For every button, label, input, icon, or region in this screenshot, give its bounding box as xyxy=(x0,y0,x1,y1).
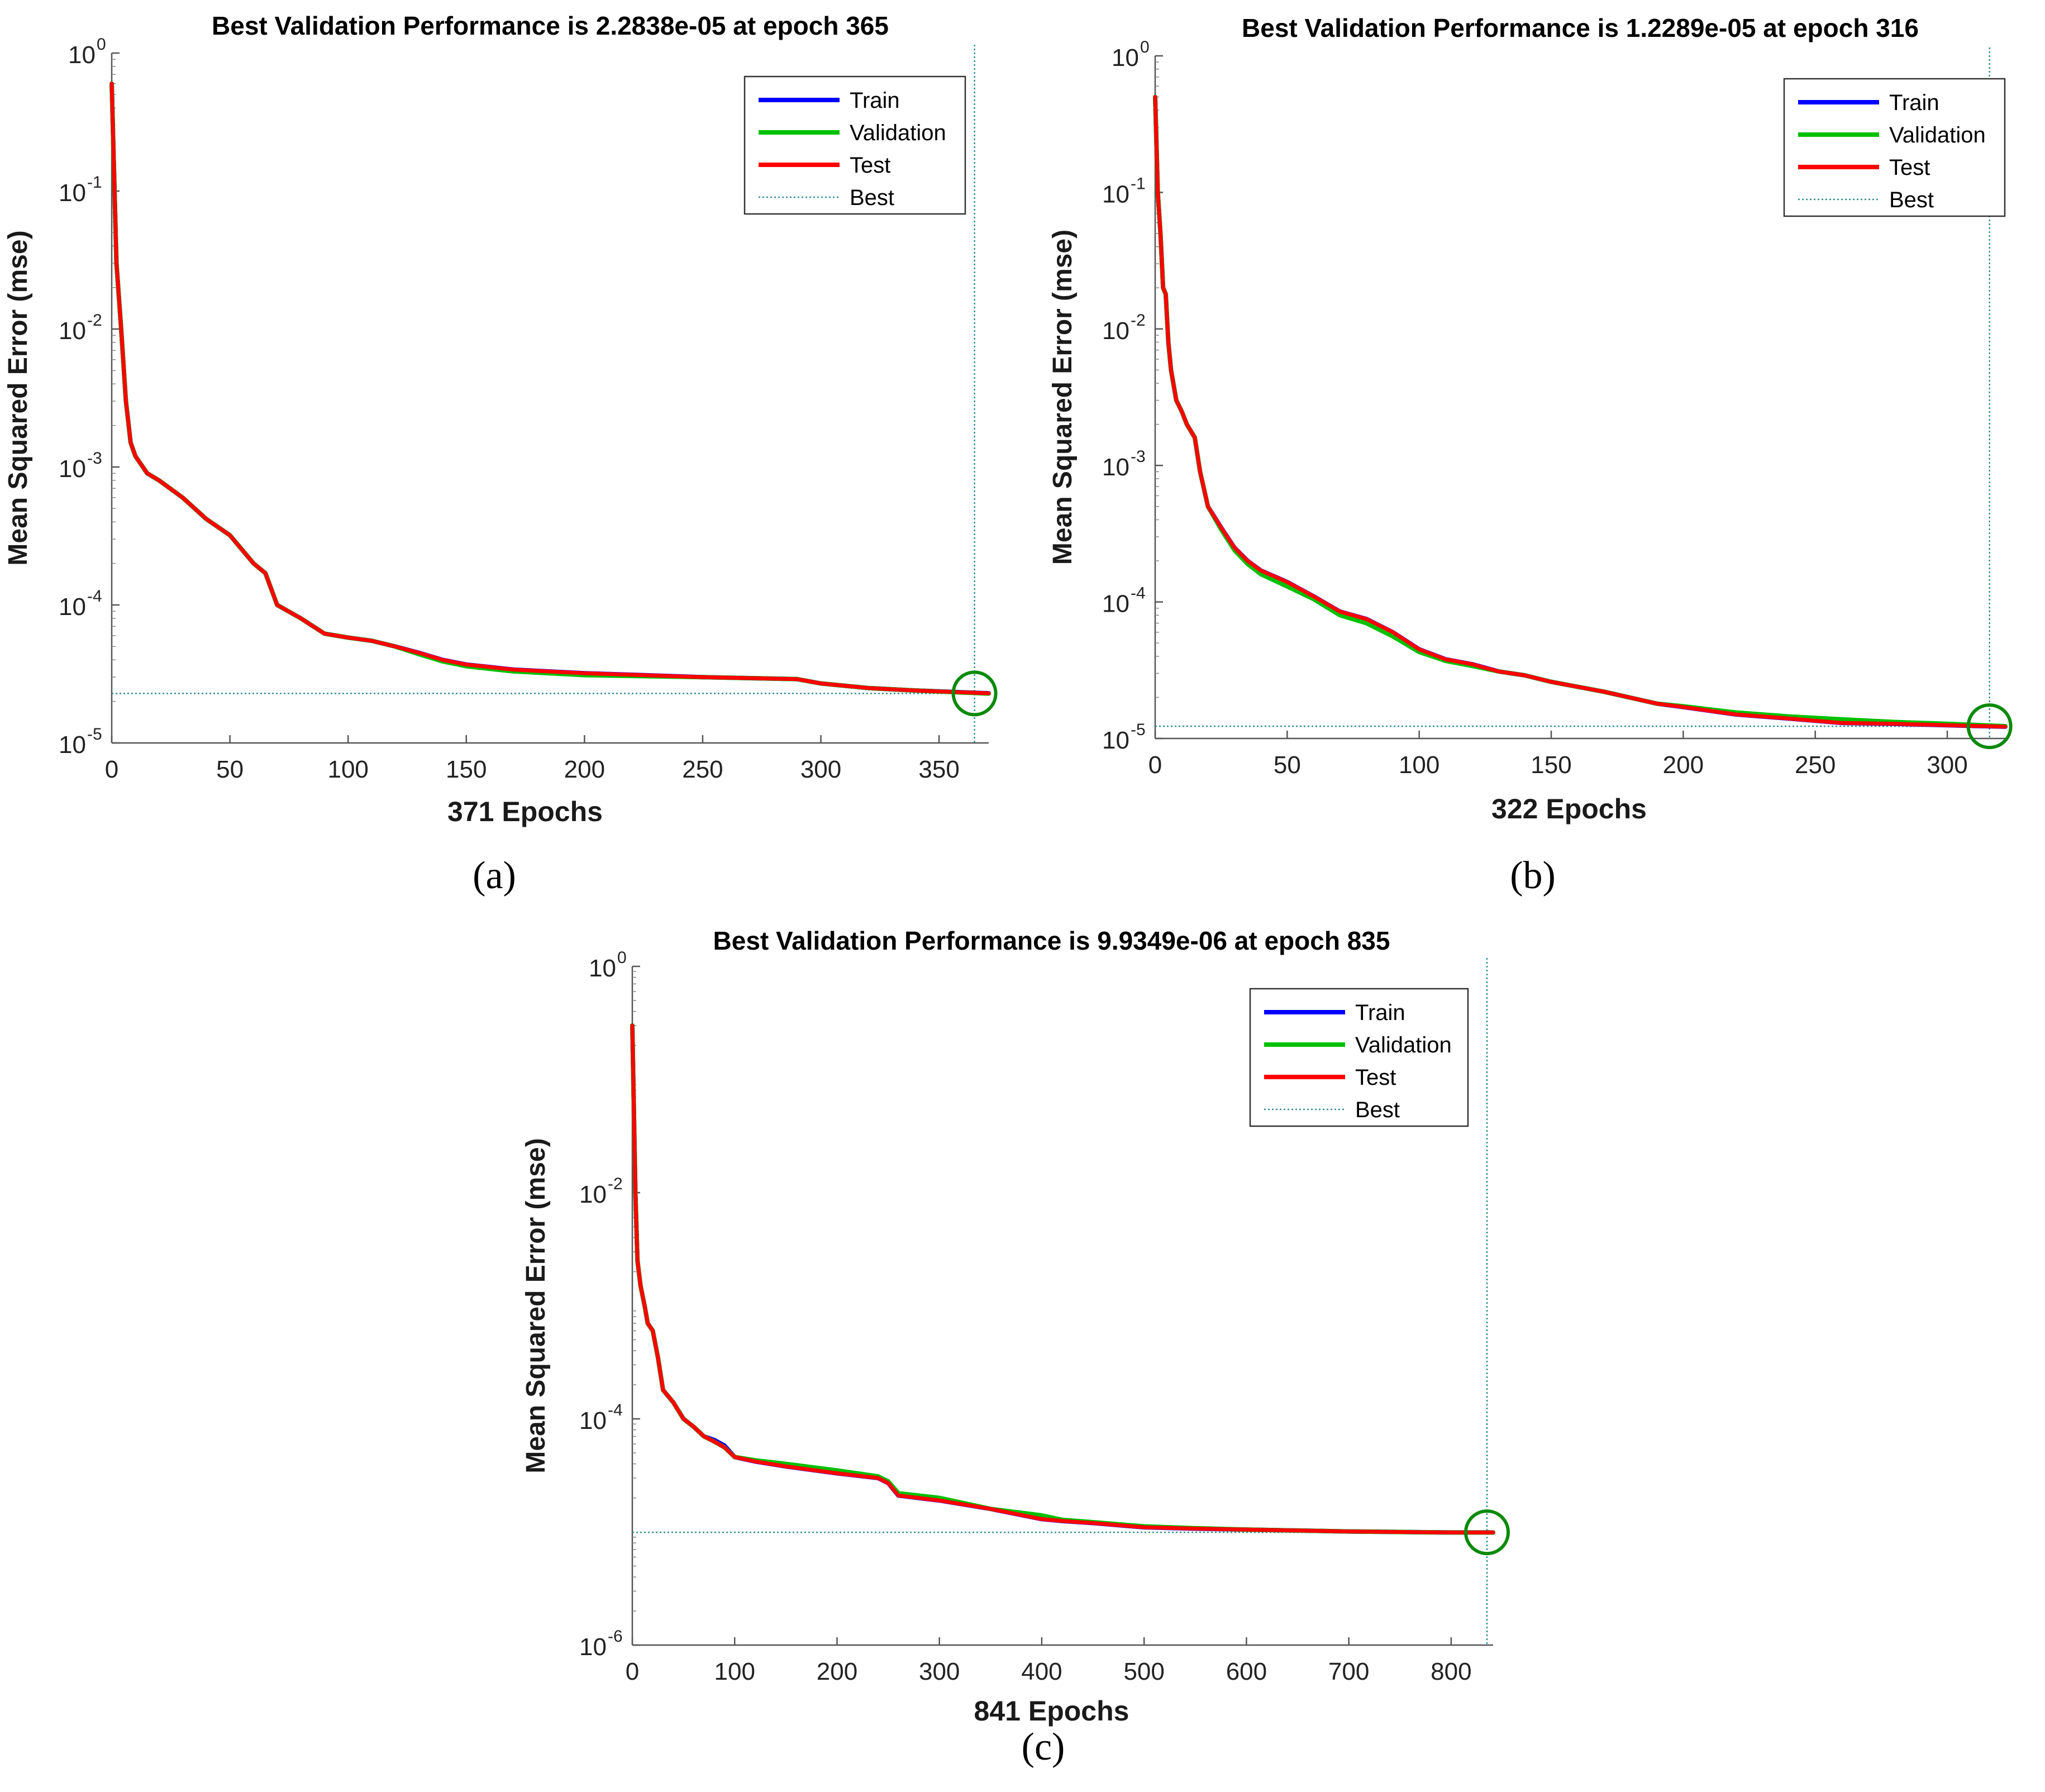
x-tick-label: 300 xyxy=(800,756,841,783)
y-tick-label: 10 xyxy=(59,731,86,759)
y-tick-exponent: -1 xyxy=(87,173,102,192)
y-tick-label: 10 xyxy=(1112,44,1139,72)
y-tick-label: 10 xyxy=(59,179,86,207)
y-tick-exponent: -4 xyxy=(1131,584,1146,603)
series-test-line xyxy=(1153,95,2008,729)
chart-title: Best Validation Performance is 1.2289e-0… xyxy=(1242,13,1919,42)
y-tick-exponent: -2 xyxy=(608,1175,623,1193)
y-tick-exponent: -5 xyxy=(1131,721,1146,739)
x-tick-label: 50 xyxy=(216,756,244,783)
x-tick-label: 250 xyxy=(682,756,723,783)
y-tick-exponent: -3 xyxy=(1131,447,1146,466)
legend-label-test: Test xyxy=(1355,1065,1396,1090)
x-tick-label: 150 xyxy=(446,756,487,783)
y-axis-label: Mean Squared Error (mse) xyxy=(1048,230,1078,565)
y-axis-label: Mean Squared Error (mse) xyxy=(3,230,33,565)
x-tick-label: 100 xyxy=(327,756,368,783)
y-tick-label: 10 xyxy=(579,1181,607,1208)
y-tick-label: 10 xyxy=(579,1407,607,1434)
y-tick-label: 10 xyxy=(1102,590,1129,618)
x-tick-label: 350 xyxy=(918,756,959,783)
legend-label-best: Best xyxy=(850,185,894,210)
y-tick-label: 10 xyxy=(68,41,96,69)
y-tick-label: 10 xyxy=(59,455,86,483)
best-marker-circle xyxy=(951,670,998,717)
y-tick-exponent: -1 xyxy=(1131,174,1146,193)
best-marker-circle xyxy=(1966,703,2013,750)
y-tick-exponent: 0 xyxy=(617,949,627,967)
x-tick-label: 0 xyxy=(1148,751,1162,779)
y-tick-label: 10 xyxy=(59,317,86,345)
legend-label-validation: Validation xyxy=(1889,123,1986,147)
x-tick-label: 100 xyxy=(714,1658,755,1685)
y-tick-exponent: -2 xyxy=(1131,311,1146,330)
y-tick-exponent: 0 xyxy=(1140,38,1150,56)
y-tick-exponent: -3 xyxy=(87,449,102,468)
x-tick-label: 250 xyxy=(1795,751,1836,779)
panel-label: (a) xyxy=(473,854,516,897)
x-axis-label: 322 Epochs xyxy=(1491,793,1647,824)
y-tick-label: 10 xyxy=(59,593,86,621)
y-tick-exponent: -4 xyxy=(87,587,102,606)
x-tick-label: 600 xyxy=(1226,1658,1267,1685)
x-tick-label: 800 xyxy=(1431,1658,1471,1685)
legend-label-best: Best xyxy=(1355,1098,1400,1122)
x-tick-label: 400 xyxy=(1021,1658,1062,1685)
legend-label-test: Test xyxy=(850,153,890,178)
y-tick-exponent: -6 xyxy=(608,1627,623,1646)
x-tick-label: 200 xyxy=(564,756,605,783)
x-tick-label: 100 xyxy=(1399,751,1439,779)
best-marker-circle xyxy=(1464,1509,1510,1556)
series-test-line xyxy=(630,1023,1495,1534)
legend-label-validation: Validation xyxy=(1355,1033,1452,1057)
x-tick-label: 150 xyxy=(1531,751,1571,779)
legend-label-best: Best xyxy=(1889,188,1934,212)
legend-label-train: Train xyxy=(850,88,900,113)
y-tick-label: 10 xyxy=(1102,317,1129,345)
chart-title: Best Validation Performance is 9.9349e-0… xyxy=(713,926,1390,955)
x-tick-label: 0 xyxy=(626,1658,639,1685)
y-axis-label: Mean Squared Error (mse) xyxy=(521,1138,551,1473)
chart-title: Best Validation Performance is 2.2838e-0… xyxy=(212,11,889,40)
x-tick-label: 700 xyxy=(1328,1658,1369,1685)
legend-label-train: Train xyxy=(1355,1000,1405,1025)
y-tick-label: 10 xyxy=(1102,727,1129,754)
x-axis-label: 841 Epochs xyxy=(974,1695,1129,1727)
legend: Train Validation Test Best xyxy=(743,75,966,215)
x-tick-label: 50 xyxy=(1274,751,1301,779)
y-tick-label: 10 xyxy=(1102,454,1129,481)
y-tick-exponent: -2 xyxy=(87,311,102,330)
legend: Train Validation Test Best xyxy=(1783,78,2006,217)
x-tick-label: 300 xyxy=(919,1658,960,1685)
legend-label-train: Train xyxy=(1889,90,1939,115)
x-axis-label: 371 Epochs xyxy=(447,796,603,827)
x-tick-label: 200 xyxy=(817,1658,857,1685)
panel-label: (b) xyxy=(1510,854,1556,897)
x-tick-label: 500 xyxy=(1123,1658,1164,1685)
panel-label: (c) xyxy=(1022,1726,1065,1769)
legend-label-validation: Validation xyxy=(850,121,946,145)
series-test-line xyxy=(109,82,991,695)
x-tick-label: 0 xyxy=(105,756,118,783)
x-tick-label: 200 xyxy=(1663,751,1704,779)
y-tick-exponent: -4 xyxy=(608,1401,623,1419)
y-tick-exponent: 0 xyxy=(97,35,106,54)
y-tick-exponent: -5 xyxy=(87,725,102,744)
legend-label-test: Test xyxy=(1889,155,1930,180)
x-tick-label: 300 xyxy=(1927,751,1967,779)
y-tick-label: 10 xyxy=(589,955,616,982)
y-tick-label: 10 xyxy=(1102,180,1129,208)
legend: Train Validation Test Best xyxy=(1249,988,1469,1127)
y-tick-label: 10 xyxy=(579,1633,607,1661)
